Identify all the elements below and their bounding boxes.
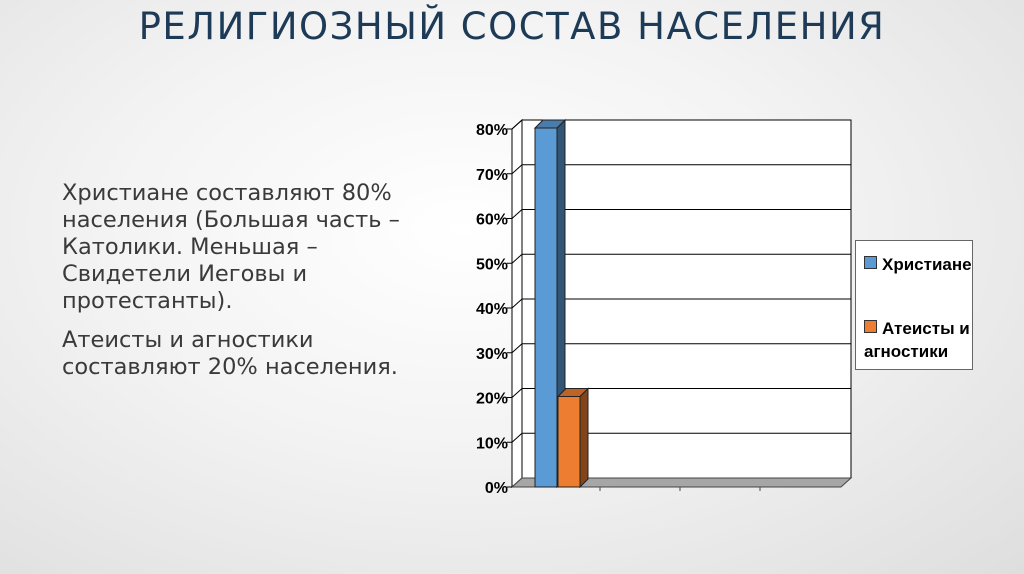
paragraph-atheists: Атеисты и агностики составляют 20% насел… [62, 327, 398, 380]
bar-side [579, 387, 589, 489]
gridline-side [511, 253, 523, 264]
y-tick-label: 60% [476, 212, 508, 229]
slide-title: РЕЛИГИОЗНЫЙ СОСТАВ НАСЕЛЕНИЯ [138, 5, 886, 48]
y-tick-label: 80% [476, 122, 508, 139]
y-tick-label: 70% [476, 167, 508, 184]
gridline-side [511, 298, 523, 309]
y-tick-label: 40% [476, 301, 508, 318]
gridline-side [511, 343, 523, 354]
y-tick-label: 30% [476, 346, 508, 363]
floor [510, 477, 853, 488]
text-block: Христиане составляют 80% населения (Боль… [62, 180, 452, 393]
gridline-side [511, 432, 523, 443]
legend-label-christians: Христиане [882, 255, 972, 274]
gridline-side [511, 164, 523, 175]
legend-swatch-christians [864, 256, 877, 269]
paragraph-christians: Христиане составляют 80% населения (Боль… [62, 180, 400, 314]
legend-swatch-atheists [864, 320, 877, 333]
legend-item-christians: Христиане [864, 253, 972, 276]
legend-item-atheists: Атеисты и агностики [864, 317, 972, 363]
gridline-side [511, 209, 523, 219]
bar [557, 396, 581, 488]
gridline-side [511, 388, 523, 398]
gridline-side [511, 119, 523, 130]
y-tick-label: 50% [476, 256, 508, 273]
y-tick-label: 20% [476, 391, 508, 408]
y-tick-label: 0% [485, 480, 508, 497]
legend-label-atheists: Атеисты и агностики [864, 319, 970, 361]
chart-legend: Христиане Атеисты и агностики [855, 240, 973, 370]
y-tick-label: 10% [476, 435, 508, 452]
bar [534, 127, 558, 488]
